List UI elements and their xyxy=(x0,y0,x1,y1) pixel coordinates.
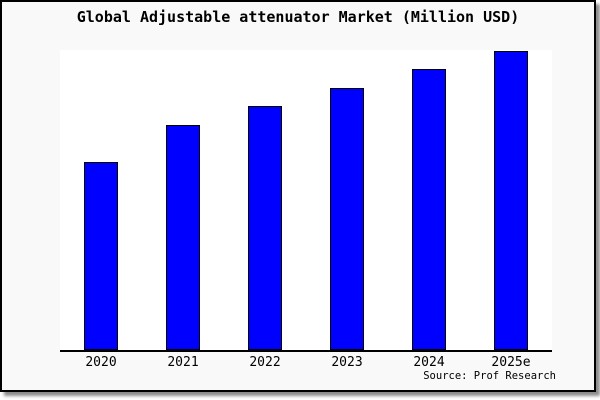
x-tick-label: 2025e xyxy=(491,355,531,370)
x-tick-label: 2022 xyxy=(249,355,281,370)
bar-slot xyxy=(470,50,552,350)
bar-2020 xyxy=(84,162,118,350)
bar-2025e xyxy=(494,51,528,350)
x-tick-label: 2021 xyxy=(167,355,199,370)
bar-2023 xyxy=(330,88,364,350)
bar-slot xyxy=(224,50,306,350)
chart-title: Global Adjustable attenuator Market (Mil… xyxy=(76,8,520,26)
bar-2021 xyxy=(166,125,200,350)
bar-slot xyxy=(142,50,224,350)
bar-slot xyxy=(60,50,142,350)
x-tick-label: 2020 xyxy=(85,355,117,370)
x-tick-label: 2024 xyxy=(413,355,445,370)
bar-slot xyxy=(306,50,388,350)
bar-2022 xyxy=(248,106,282,350)
bar-2024 xyxy=(412,69,446,350)
chart-frame: Global Adjustable attenuator Market (Mil… xyxy=(0,0,596,392)
source-credit: Source: Prof Research xyxy=(423,370,556,382)
x-axis-labels: 2020 2021 2022 2023 2024 2025e xyxy=(60,355,552,370)
bar-slot xyxy=(388,50,470,350)
bars-container xyxy=(60,50,552,350)
x-tick-label: 2023 xyxy=(331,355,363,370)
plot-area xyxy=(60,50,552,352)
